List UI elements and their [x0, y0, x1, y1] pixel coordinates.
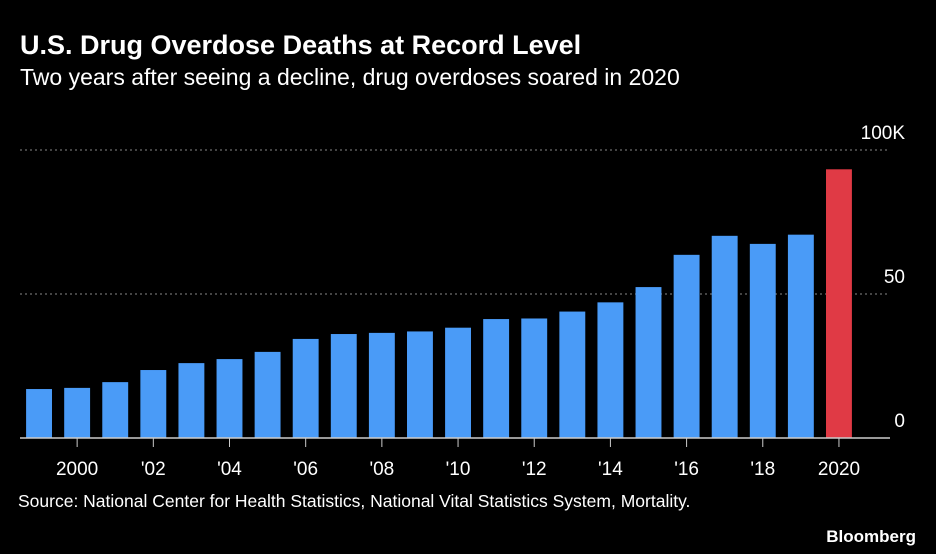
x-tick-label: '14	[598, 459, 623, 480]
bar	[445, 327, 471, 438]
bar	[64, 387, 91, 438]
y-tick-label: 0	[894, 411, 905, 432]
brand: Bloomberg	[826, 527, 916, 546]
bar	[787, 234, 814, 438]
bar	[178, 363, 205, 438]
source-box: Source: National Center for Health Stati…	[18, 491, 691, 511]
x-tick-label: '04	[217, 459, 242, 480]
chart-subtitle: Two years after seeing a decline, drug o…	[20, 64, 680, 90]
x-tick-label: '18	[750, 459, 775, 480]
x-tick-label: 2000	[56, 459, 98, 480]
bar	[140, 370, 167, 438]
x-tick-label: '06	[293, 459, 318, 480]
y-tick-label: 50	[884, 267, 905, 288]
bar	[826, 169, 852, 438]
bar	[749, 243, 776, 438]
bar	[216, 359, 243, 438]
bar	[292, 338, 319, 438]
source: Source: National Center for Health Stati…	[18, 491, 691, 511]
x-tick-label: '10	[446, 459, 471, 480]
chart-title: U.S. Drug Overdose Deaths at Record Leve…	[20, 30, 581, 60]
bar	[330, 334, 357, 438]
x-tick-label: '12	[522, 459, 547, 480]
bar	[407, 331, 433, 438]
bar	[673, 254, 700, 438]
bar	[26, 389, 52, 438]
x-tick-label: '08	[369, 459, 394, 480]
x-tick-label: '02	[141, 459, 166, 480]
bar	[597, 302, 624, 438]
bar	[368, 332, 395, 438]
bar	[635, 287, 662, 438]
x-tick-label: '16	[674, 459, 699, 480]
bar	[483, 319, 510, 438]
bar	[559, 311, 586, 438]
x-tick-label: 2020	[818, 459, 860, 480]
bar	[102, 382, 129, 438]
bar	[521, 318, 548, 438]
bar	[711, 235, 738, 438]
y-tick-label: 100K	[861, 123, 906, 144]
bar	[254, 351, 281, 438]
